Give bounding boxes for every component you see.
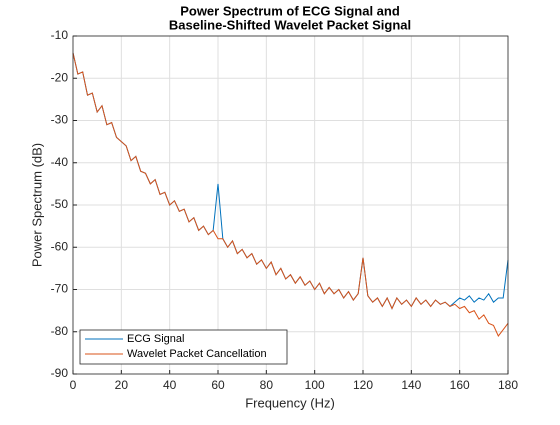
y-tick-label: -30 — [51, 113, 69, 127]
x-tick-label: 120 — [353, 378, 373, 392]
chart-title: Baseline-Shifted Wavelet Packet Signal — [169, 17, 411, 32]
x-tick-label: 20 — [115, 378, 129, 392]
y-tick-label: -10 — [51, 28, 69, 42]
legend-box — [79, 329, 288, 365]
y-tick-label: -60 — [51, 239, 69, 253]
x-tick-label: 180 — [498, 378, 518, 392]
series-line — [72, 52, 509, 337]
x-tick-label: 0 — [70, 378, 77, 392]
x-tick-label: 60 — [211, 378, 225, 392]
legend-label: ECG Signal — [127, 333, 184, 345]
y-tick-label: -40 — [51, 155, 69, 169]
chart-title: Power Spectrum of ECG Signal and — [180, 3, 400, 18]
x-tick-label: 100 — [305, 378, 325, 392]
y-axis-label: Power Spectrum (dB) — [29, 143, 44, 267]
x-tick-label: 140 — [401, 378, 421, 392]
axes-box — [72, 35, 509, 375]
x-tick-label: 40 — [163, 378, 177, 392]
y-tick-label: -70 — [51, 282, 69, 296]
x-tick-label: 80 — [260, 378, 274, 392]
y-tick-label: -50 — [51, 197, 69, 211]
legend-label: Wavelet Packet Cancellation — [127, 348, 267, 360]
y-tick-label: -20 — [51, 70, 69, 84]
y-tick-label: -80 — [51, 324, 69, 338]
y-tick-label: -90 — [51, 366, 69, 380]
x-tick-label: 160 — [450, 378, 470, 392]
x-axis-label: Frequency (Hz) — [245, 395, 335, 410]
